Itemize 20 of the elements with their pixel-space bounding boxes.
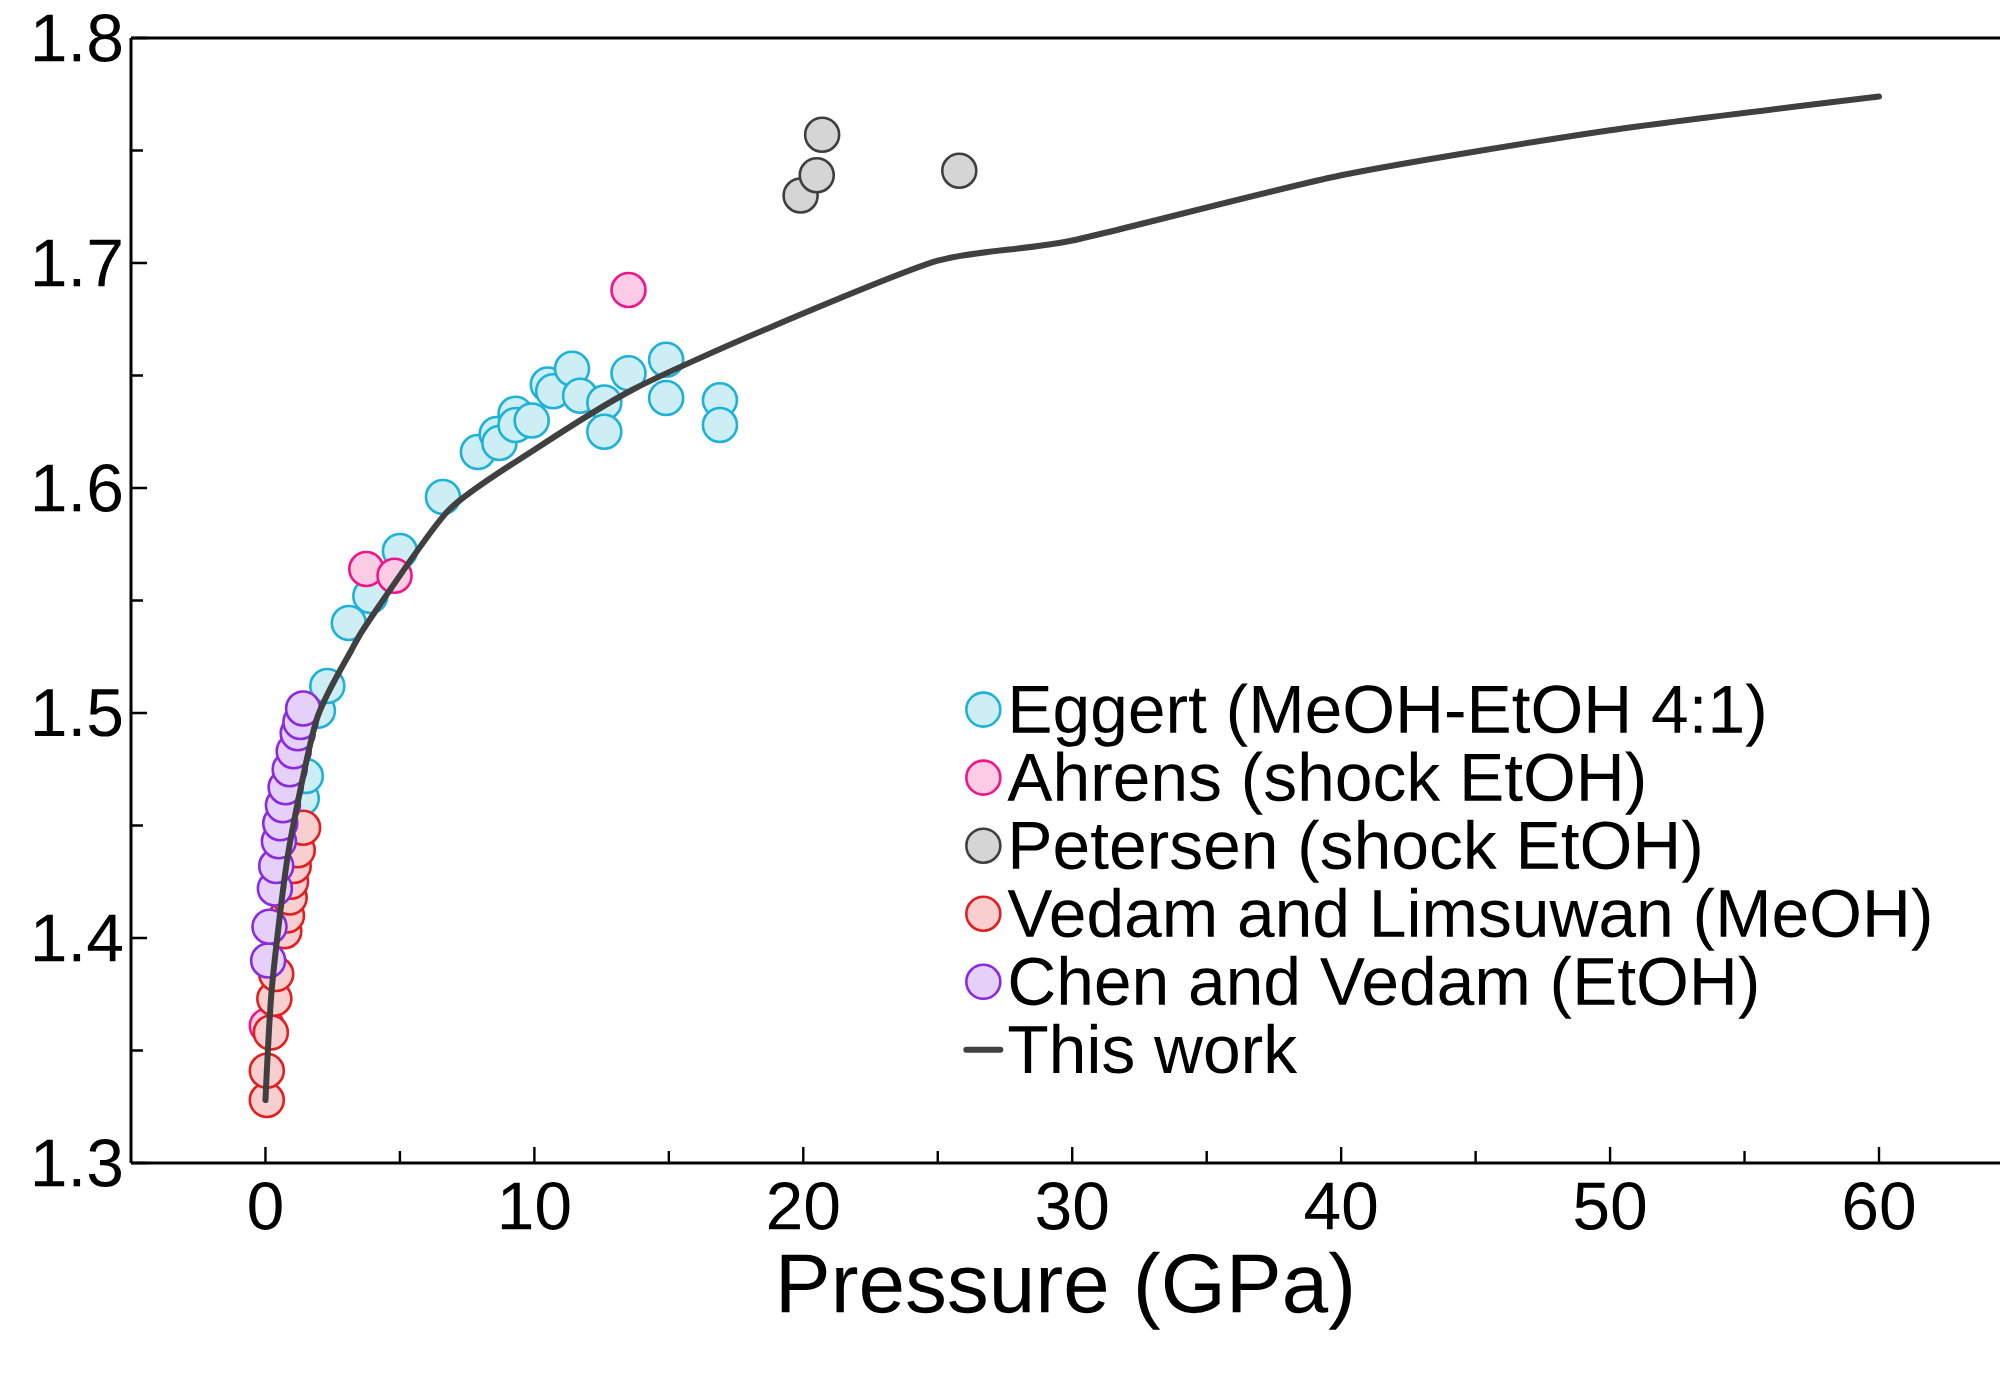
x-tick-label: 40 xyxy=(1305,1182,1377,1230)
y-tick-label: 1.5 xyxy=(34,689,122,737)
legend-label: Vedam and Limsuwan (MeOH) xyxy=(1007,887,1930,951)
x-tick-label: 60 xyxy=(1844,1182,1915,1230)
legend-label: Eggert (MeOH-EtOH 4:1) xyxy=(1012,683,1764,747)
x-tick-label: 30 xyxy=(1037,1182,1108,1230)
y-tick-label: 1.4 xyxy=(34,914,122,962)
y-tick-label: 1.3 xyxy=(34,1139,121,1187)
x-tick-label: 0 xyxy=(249,1182,282,1230)
y-tick-label: 1.6 xyxy=(34,464,121,512)
y-tick-label: 1.7 xyxy=(34,239,121,287)
legend-label: This work xyxy=(1008,1023,1298,1074)
legend-label: Petersen (shock EtOH) xyxy=(1012,819,1700,883)
legend-label: Chen and Vedam (EtOH) xyxy=(1010,955,1757,1019)
x-tick-label: 20 xyxy=(769,1182,839,1230)
x-axis-title: Pressure (GPa) xyxy=(781,1251,1351,1330)
legend-label: Ahrens (shock EtOH) xyxy=(1007,751,1644,815)
y-tick-label: 1.8 xyxy=(34,14,122,62)
x-tick-label: 50 xyxy=(1575,1182,1646,1230)
x-tick-label: 10 xyxy=(501,1182,570,1230)
